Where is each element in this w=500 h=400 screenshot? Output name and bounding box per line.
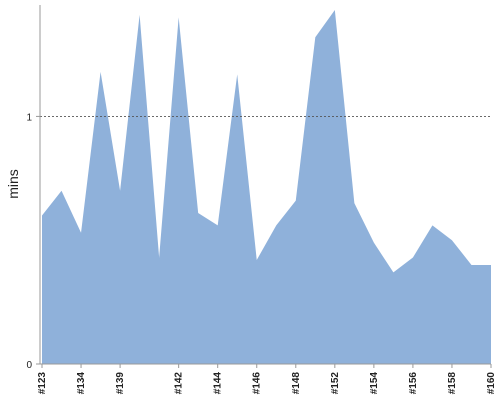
x-tick-label: #148 xyxy=(291,372,302,395)
x-axis-ticks: #123 #134 #139 #142 #144 #146 #148 #152 #154 #156… xyxy=(37,364,497,394)
x-tick-label: #123 xyxy=(37,372,48,395)
plot-area xyxy=(40,9,491,364)
x-tick-label: #156 xyxy=(408,372,419,395)
x-tick-label: #142 xyxy=(174,372,185,395)
x-tick-label: #158 xyxy=(447,372,458,395)
x-tick-label: #146 xyxy=(252,372,263,395)
y-axis-ticks: 01 xyxy=(26,112,40,371)
x-tick-label: #152 xyxy=(330,372,341,395)
x-tick-label: #160 xyxy=(486,372,497,395)
x-tick-label: #134 xyxy=(76,372,87,395)
x-tick-label: #144 xyxy=(213,372,224,395)
y-tick-label: 1 xyxy=(26,112,32,123)
x-tick-label: #154 xyxy=(369,372,380,395)
y-axis-title: mins xyxy=(5,169,21,199)
y-tick-label: 0 xyxy=(26,360,32,371)
area-series-0 xyxy=(42,9,491,364)
x-tick-label: #139 xyxy=(115,372,126,395)
